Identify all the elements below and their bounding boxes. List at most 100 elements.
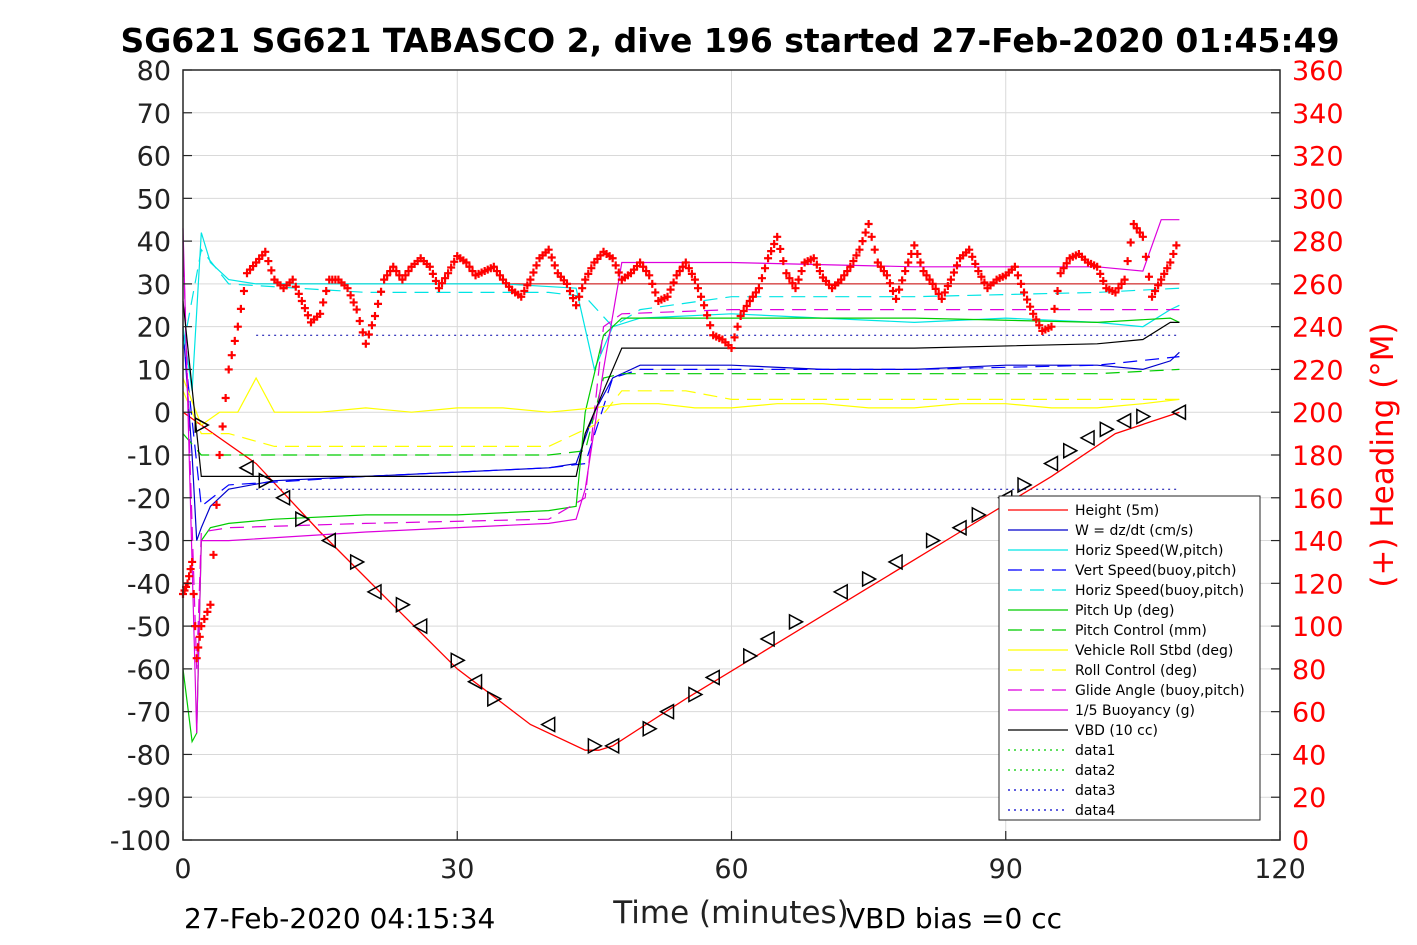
series-line-7 <box>182 376 1180 427</box>
x-tick-label: 120 <box>1254 854 1306 885</box>
heading-point <box>1163 264 1172 273</box>
heading-point <box>1111 288 1120 297</box>
footer-timestamp: 27-Feb-2020 04:15:34 <box>184 902 495 935</box>
heading-point <box>526 275 535 284</box>
heading-point <box>186 565 195 574</box>
heading-point <box>465 262 474 271</box>
depth-marker <box>349 553 366 571</box>
heading-point <box>608 254 617 263</box>
series-line-3 <box>182 335 1180 508</box>
legend-label: Horiz Speed(buoy,pitch) <box>1075 583 1244 599</box>
heading-point <box>669 278 678 287</box>
heading-point <box>447 263 456 272</box>
heading-point <box>195 632 204 641</box>
heading-point <box>215 451 224 459</box>
y2-tick-label: 320 <box>1292 142 1344 173</box>
heading-point <box>684 264 693 273</box>
y2-tick-label: 360 <box>1292 56 1344 87</box>
heading-point <box>520 287 529 296</box>
depth-marker <box>540 716 556 733</box>
heading-point <box>952 261 961 270</box>
heading-point <box>438 279 447 288</box>
heading-point <box>294 289 303 298</box>
y-tick-label: -100 <box>110 826 171 857</box>
heading-point <box>739 306 748 315</box>
heading-point <box>864 220 873 228</box>
series-layer <box>182 219 1180 751</box>
heading-point <box>1151 287 1160 296</box>
y-tick-label: 70 <box>137 99 171 130</box>
heading-point <box>1154 281 1163 290</box>
heading-point <box>547 253 556 262</box>
y2-tick-label: 120 <box>1292 569 1344 600</box>
y2-tick-label: 160 <box>1292 484 1344 515</box>
y2-tick-label: 240 <box>1292 313 1344 344</box>
heading-point <box>236 304 245 313</box>
depth-marker <box>951 519 967 536</box>
heading-point <box>949 268 958 277</box>
heading-point <box>380 275 389 284</box>
heading-point <box>316 309 325 318</box>
series-line-6 <box>182 368 1180 456</box>
heading-point <box>1117 279 1126 288</box>
heading-point <box>867 232 876 241</box>
heading-point <box>611 261 620 270</box>
y-tick-label: -60 <box>127 655 171 686</box>
heading-point <box>212 500 221 509</box>
heading-point <box>1138 232 1147 241</box>
heading-point <box>189 590 198 599</box>
depth-marker <box>274 489 291 507</box>
heading-point <box>840 271 849 280</box>
series-line-9 <box>182 241 1180 669</box>
heading-point <box>794 275 803 284</box>
heading-point <box>934 289 943 298</box>
heading-point <box>581 275 590 284</box>
legend-label: Pitch Up (deg) <box>1075 603 1174 619</box>
depth-marker <box>395 596 411 613</box>
heading-point <box>773 232 782 241</box>
heading-point <box>1020 288 1029 297</box>
heading-point <box>1120 275 1129 284</box>
heading-point <box>1129 220 1138 228</box>
heading-point <box>1160 269 1169 278</box>
legend-label: Pitch Control (mm) <box>1075 623 1207 639</box>
heading-point <box>1114 284 1123 293</box>
heading-point <box>876 262 885 271</box>
y2-tick-label: 40 <box>1292 740 1326 771</box>
heading-point <box>785 274 794 283</box>
heading-point <box>767 247 776 256</box>
depth-marker <box>759 630 775 648</box>
heading-point <box>468 267 477 276</box>
heading-point <box>919 267 928 276</box>
heading-point <box>200 614 209 623</box>
heading-point <box>194 643 203 652</box>
heading-point <box>764 254 773 263</box>
heading-point <box>233 322 242 331</box>
x-tick-label: 90 <box>989 854 1023 885</box>
legend-label: Horiz Speed(W,pitch) <box>1075 543 1223 559</box>
legend-label: 1/5 Buoyancy (g) <box>1075 703 1195 719</box>
footer-vbd-bias: VBD bias =0 cc <box>846 902 1062 935</box>
heading-point <box>797 267 806 276</box>
y-axis-left: 80 70 60 50 40 30 20 10 0 -10 -20 -30 -40 -50 -60 -70 -8… <box>110 56 192 857</box>
legend-label: W = dz/dt (cm/s) <box>1075 523 1194 539</box>
heading-point <box>383 271 392 280</box>
heading-point <box>361 339 370 348</box>
y-tick-label: 20 <box>137 313 171 344</box>
heading-point <box>230 336 239 345</box>
heading-point <box>188 557 197 566</box>
depth-marker <box>604 737 620 755</box>
heading-point <box>855 245 864 254</box>
heading-point <box>925 275 934 284</box>
heading-point <box>700 301 709 310</box>
heading-point <box>681 258 690 267</box>
heading-point <box>678 262 687 271</box>
heading-point <box>885 279 894 288</box>
depth-marker <box>466 673 483 690</box>
heading-point <box>444 269 453 278</box>
heading-point <box>1056 269 1065 278</box>
legend-label: Height (5m) <box>1075 503 1159 519</box>
heading-point <box>300 304 309 313</box>
heading-point <box>322 287 331 296</box>
